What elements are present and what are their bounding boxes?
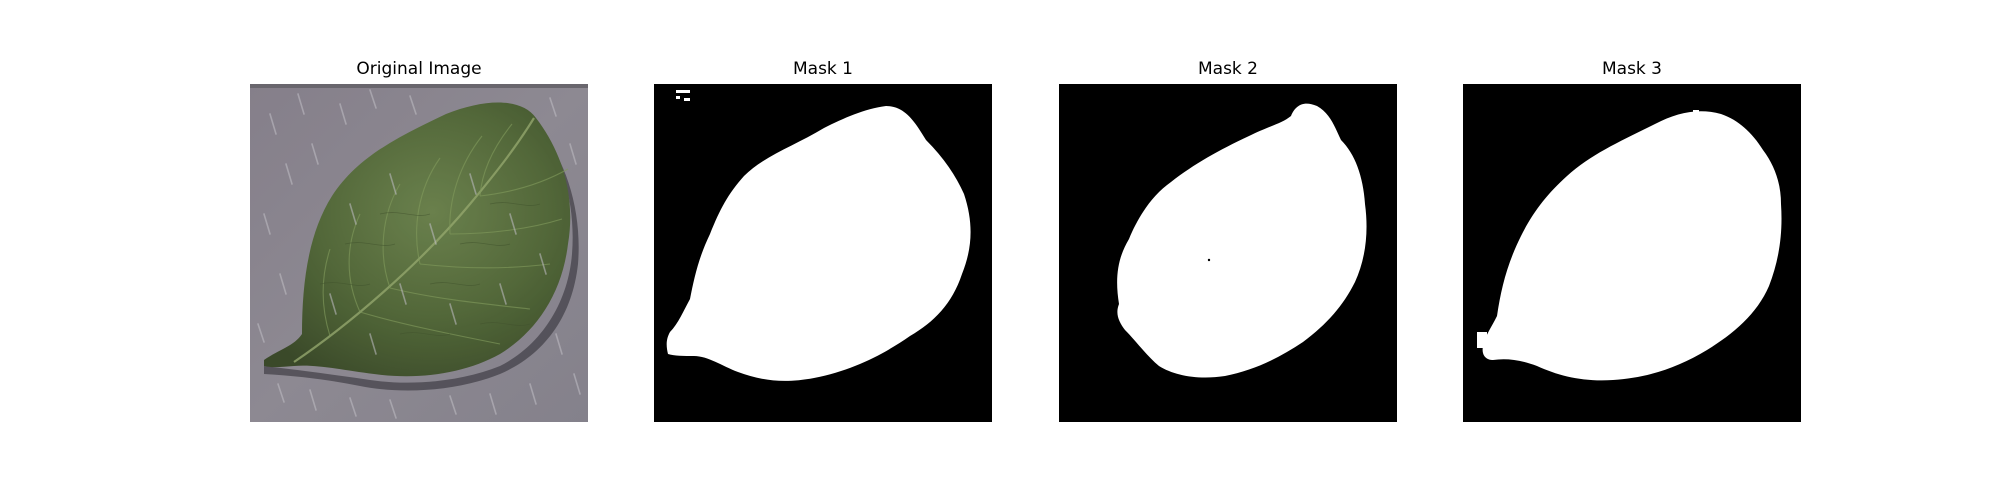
photo-vignette: [250, 84, 588, 422]
mask-1: [654, 84, 992, 422]
mask-2: [1059, 84, 1397, 422]
leaf-photo: [250, 84, 588, 422]
mask-1-region: [666, 106, 971, 381]
panel-title-mask-3: Mask 3: [1601, 59, 1662, 79]
mask-2-canvas: [1059, 84, 1397, 422]
original-image: [250, 84, 588, 422]
mask-1-specks: [670, 90, 690, 342]
mask-2-holes: [1207, 258, 1211, 262]
mask-3-canvas: [1463, 84, 1801, 422]
mask-3-region: [1482, 111, 1782, 381]
rain-streaks: [257, 89, 581, 419]
leaf-midrib: [293, 117, 535, 363]
photo-top-edge: [250, 84, 588, 88]
panel-title-mask-2: Mask 2: [1197, 59, 1258, 79]
mask-3: [1463, 84, 1801, 422]
mask-3-specks: [1477, 110, 1699, 348]
mask-2-specks: [1223, 180, 1227, 183]
panel-title-original-image: Original Image: [356, 59, 482, 79]
panel-title-mask-1: Mask 1: [792, 59, 853, 79]
mask-1-canvas: [654, 84, 992, 422]
leaf-veins: [322, 123, 569, 345]
leaf-texture: [319, 202, 541, 336]
mask-2-region: [1117, 103, 1367, 378]
